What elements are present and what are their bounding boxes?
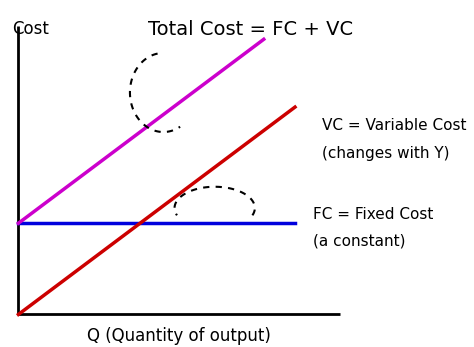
Text: (changes with Y): (changes with Y)	[322, 146, 449, 161]
Text: FC = Fixed Cost: FC = Fixed Cost	[313, 206, 433, 222]
Text: Cost: Cost	[12, 19, 49, 37]
Text: VC = Variable Cost: VC = Variable Cost	[322, 118, 466, 134]
Text: (a constant): (a constant)	[313, 234, 405, 249]
Text: Total Cost = FC + VC: Total Cost = FC + VC	[148, 19, 353, 39]
Text: Q (Quantity of output): Q (Quantity of output)	[87, 327, 271, 345]
